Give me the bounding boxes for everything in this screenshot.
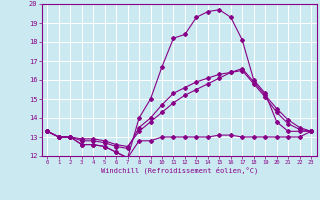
X-axis label: Windchill (Refroidissement éolien,°C): Windchill (Refroidissement éolien,°C) [100, 167, 258, 174]
